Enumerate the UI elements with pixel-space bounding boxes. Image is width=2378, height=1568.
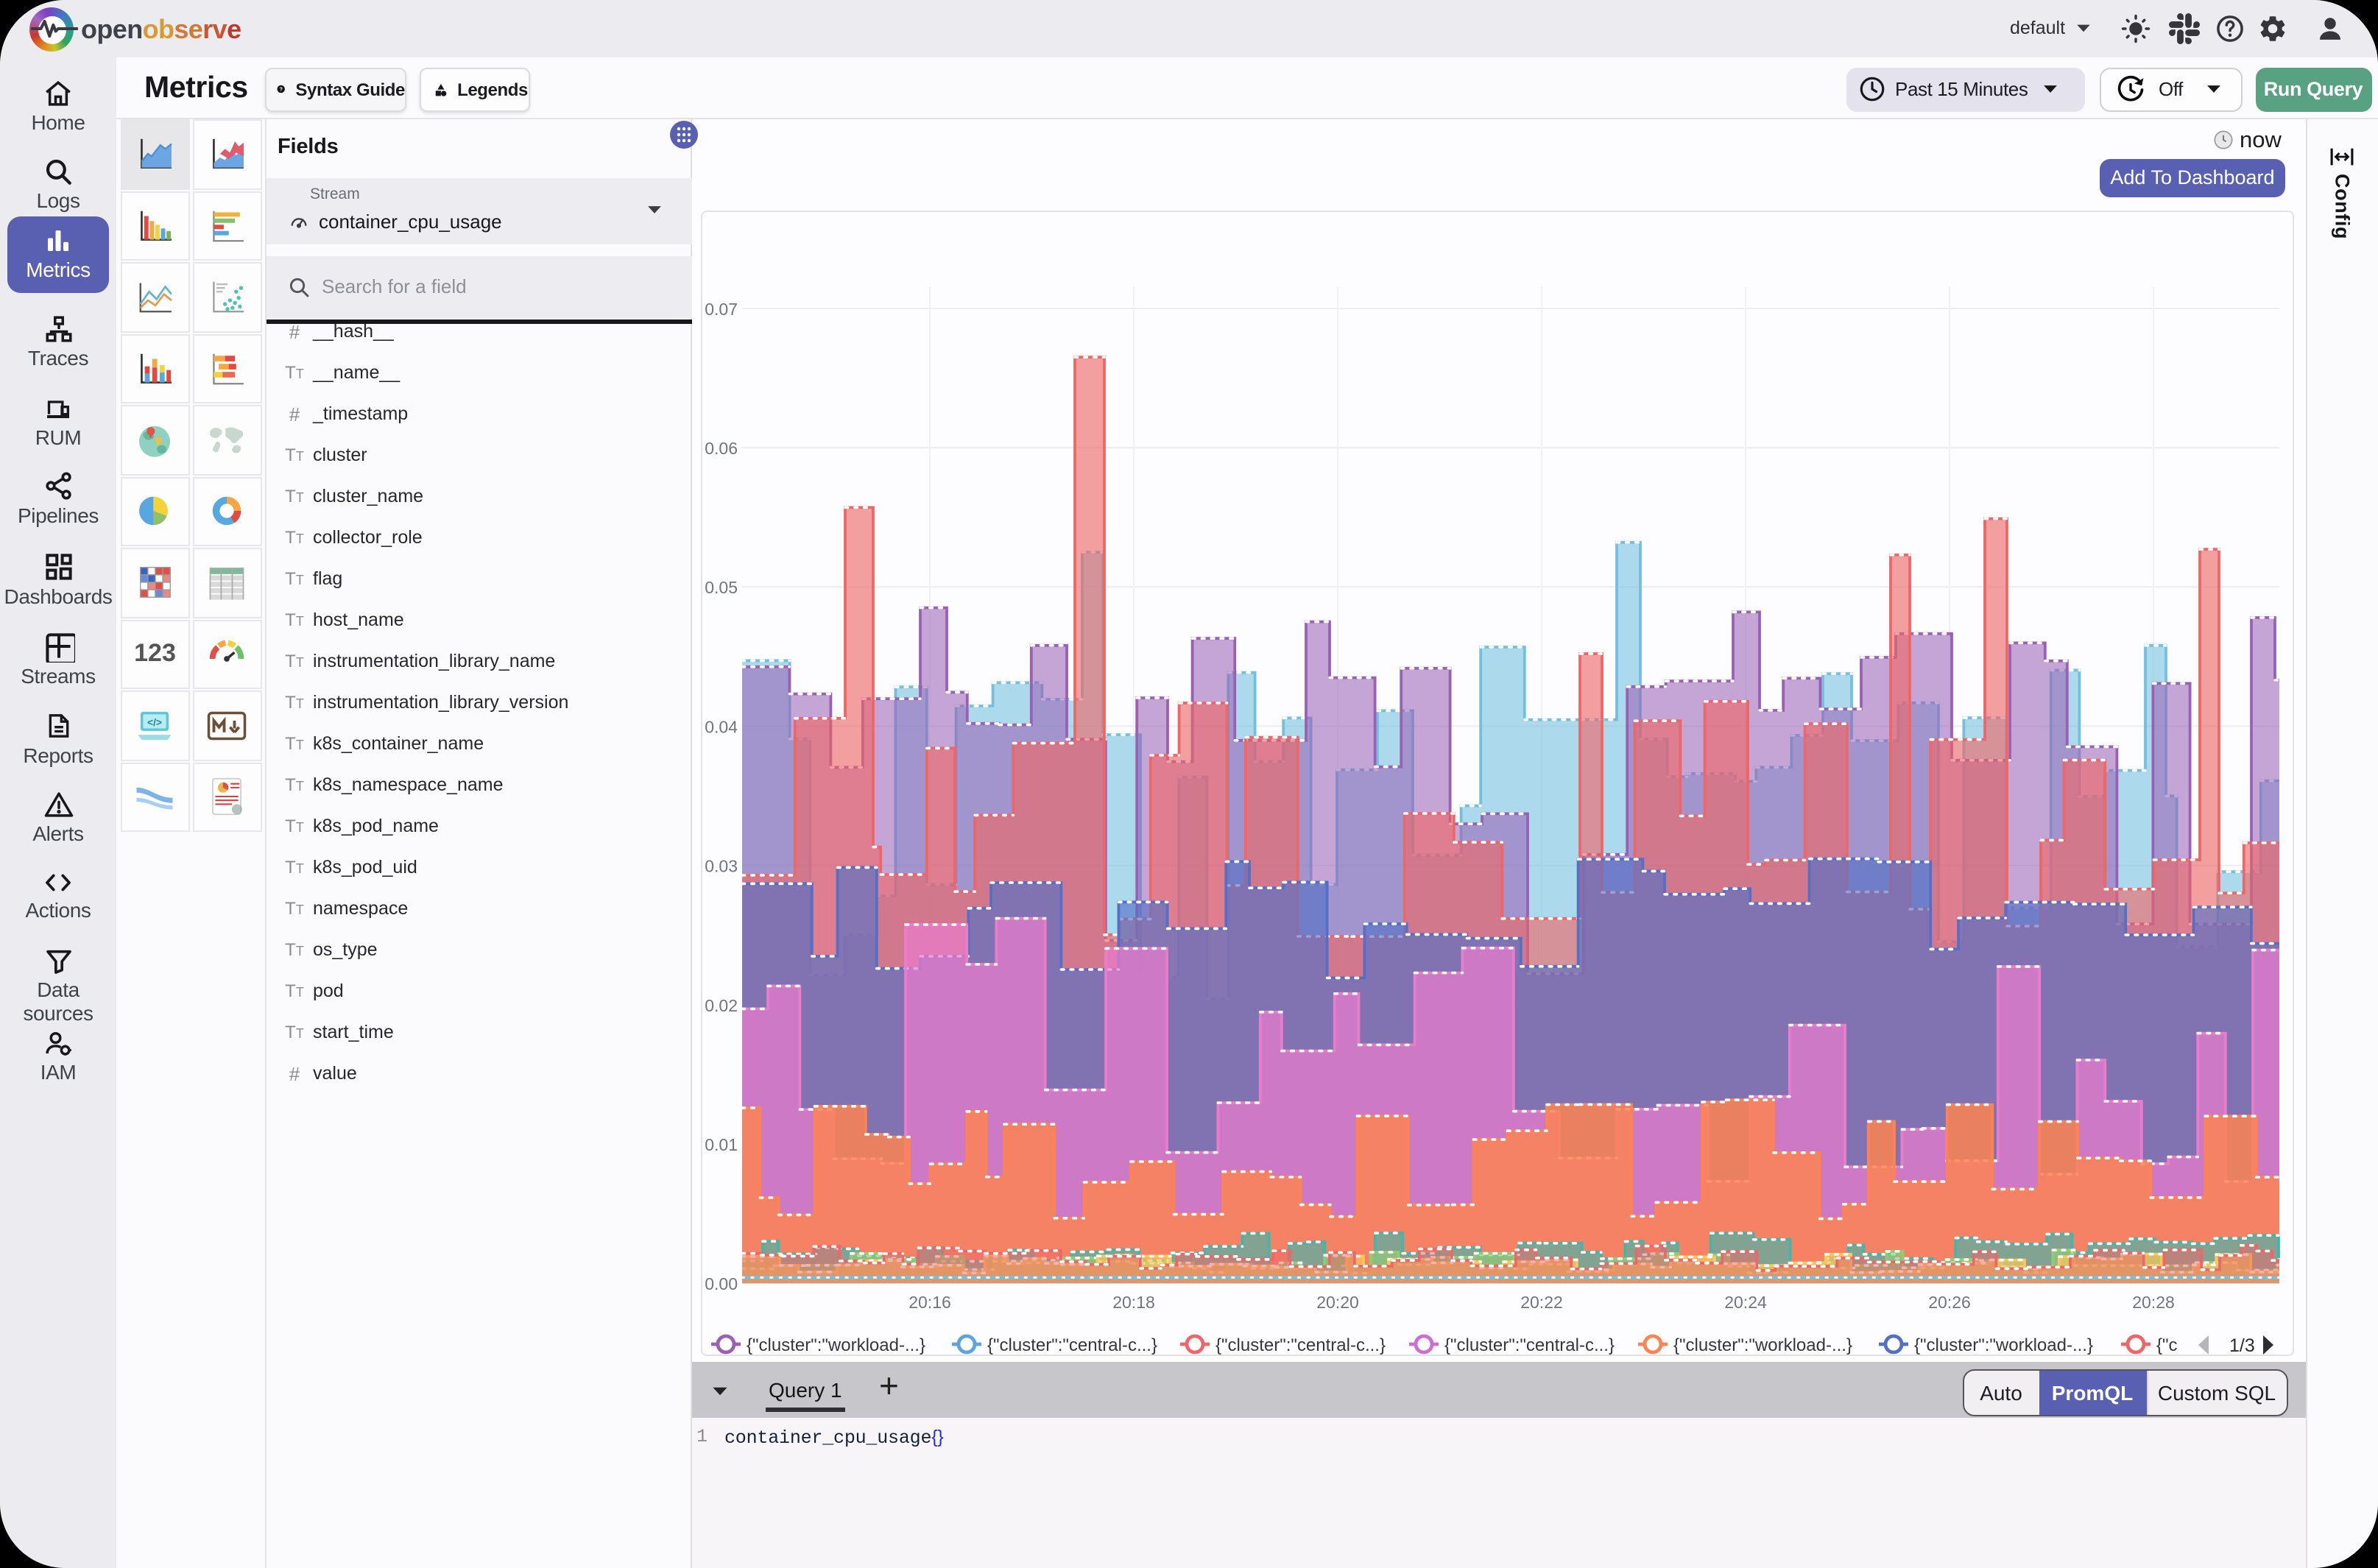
svg-text:0.02: 0.02 (705, 995, 738, 1014)
svg-text:20:24: 20:24 (1724, 1292, 1767, 1311)
svg-text:0.05: 0.05 (705, 577, 738, 596)
svg-text:?: ? (280, 86, 283, 93)
svg-text:{"cluster":"workload-...}: {"cluster":"workload-...} (747, 1335, 925, 1355)
svg-text:</>: </> (147, 716, 162, 728)
svg-text:20:22: 20:22 (1520, 1292, 1563, 1311)
svg-text:{"cluster":"workload-...}: {"cluster":"workload-...} (1914, 1335, 2093, 1355)
svg-text:{"cluster":"central-c...}: {"cluster":"central-c...} (1216, 1335, 1386, 1355)
svg-text:20:16: 20:16 (908, 1292, 951, 1311)
svg-text:20:20: 20:20 (1316, 1292, 1359, 1311)
svg-text:{"cluster":"central-c...}: {"cluster":"central-c...} (1444, 1335, 1615, 1355)
svg-text:{"cluster":"central-c...}: {"cluster":"central-c...} (987, 1335, 1157, 1355)
svg-text:20:28: 20:28 (2132, 1292, 2175, 1311)
svg-text:{"cluster":"workload-...}: {"cluster":"workload-...} (1673, 1335, 1852, 1355)
svg-text:0.01: 0.01 (705, 1134, 738, 1154)
svg-text:0.03: 0.03 (705, 856, 738, 875)
svg-text:0.07: 0.07 (705, 299, 738, 318)
svg-text:20:26: 20:26 (1928, 1292, 1971, 1311)
svg-text:1/3: 1/3 (2229, 1335, 2255, 1355)
svg-text:0.04: 0.04 (705, 716, 738, 735)
svg-text:0.00: 0.00 (705, 1274, 738, 1293)
svg-text:{"c: {"c (2156, 1335, 2178, 1355)
svg-text:0.06: 0.06 (705, 438, 738, 457)
svg-text:20:18: 20:18 (1112, 1292, 1155, 1311)
